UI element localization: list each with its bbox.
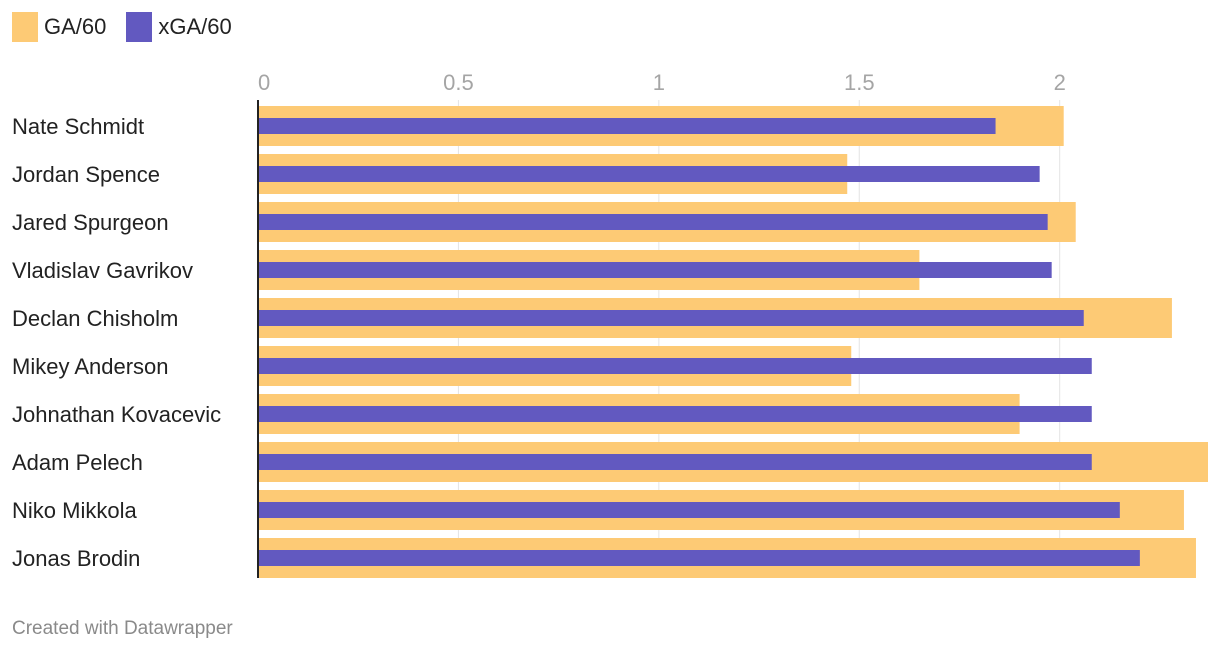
bar-xga60 xyxy=(258,502,1120,518)
category-label: Niko Mikkola xyxy=(12,498,137,523)
legend-swatch-xga60 xyxy=(126,12,153,42)
bar-xga60 xyxy=(258,358,1092,374)
category-label: Mikey Anderson xyxy=(12,354,169,379)
category-label: Vladislav Gavrikov xyxy=(12,258,193,283)
category-label: Adam Pelech xyxy=(12,450,143,475)
bar-xga60 xyxy=(258,214,1048,230)
legend-item-ga60: GA/60 xyxy=(12,12,106,42)
x-tick-label: 0.5 xyxy=(443,70,474,95)
category-label: Johnathan Kovacevic xyxy=(12,402,221,427)
bar-xga60 xyxy=(258,118,996,134)
category-label: Jonas Brodin xyxy=(12,546,140,571)
bar-chart-svg: 0 0.5 1 1.5 2 Nate Schmidt Jordan Spence Jared … xyxy=(12,70,1208,578)
x-tick-label: 1 xyxy=(653,70,665,95)
legend-swatch-ga60 xyxy=(12,12,38,42)
x-tick-label: 1.5 xyxy=(844,70,875,95)
legend-label-xga60: xGA/60 xyxy=(158,14,232,39)
bar-xga60 xyxy=(258,454,1092,470)
legend-label-ga60: GA/60 xyxy=(44,14,107,39)
legend-item-xga60: xGA/60 xyxy=(126,12,232,42)
bar-chart: 0 0.5 1 1.5 2 Nate Schmidt Jordan Spence Jared … xyxy=(12,70,1208,578)
category-label: Jared Spurgeon xyxy=(12,210,169,235)
category-label: Nate Schmidt xyxy=(12,114,144,139)
bar-xga60 xyxy=(258,166,1040,182)
bar-xga60 xyxy=(258,550,1140,566)
chart-legend: GA/60 xGA/60 xyxy=(12,12,232,42)
credit-footer: Created with Datawrapper xyxy=(12,618,233,639)
bar-xga60 xyxy=(258,310,1084,326)
category-label: Declan Chisholm xyxy=(12,306,178,331)
x-tick-label: 2 xyxy=(1054,70,1066,95)
x-tick-label: 0 xyxy=(258,70,270,95)
bar-xga60 xyxy=(258,262,1052,278)
bar-xga60 xyxy=(258,406,1092,422)
category-label: Jordan Spence xyxy=(12,162,160,187)
